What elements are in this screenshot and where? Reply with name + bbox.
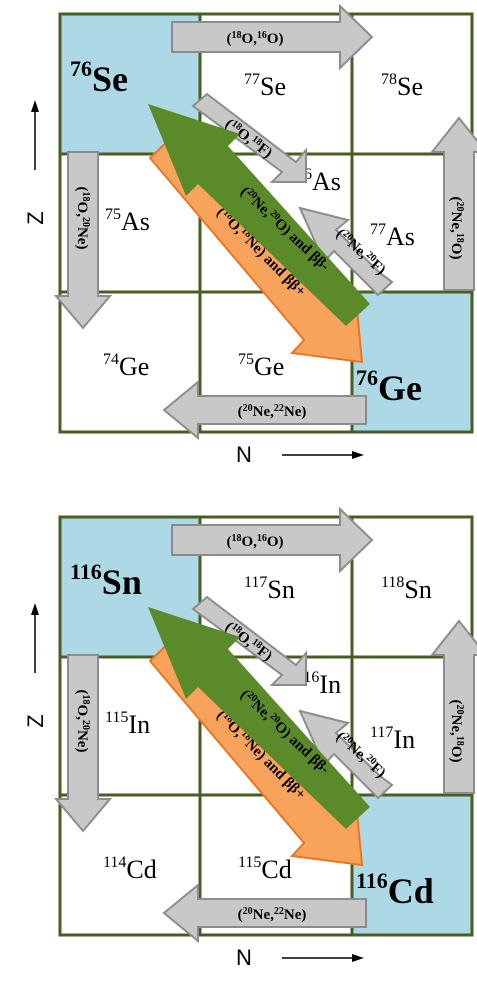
nuclide-r1c0: 115In — [105, 709, 150, 739]
nuclide-r0c0: 116Sn — [70, 559, 142, 602]
nuclide-r0c2: 118Sn — [381, 574, 432, 604]
panel-76se: 76Se 77Se 78Se 75As 76As 77As 74Ge 75Ge … — [0, 0, 477, 480]
svg-text:(18O,16O): (18O,16O) — [226, 533, 283, 551]
arrow-bottom-transfer: (20Ne,22Ne) — [162, 882, 367, 944]
daughter-cell-highlight — [352, 292, 472, 432]
svg-text:(20Ne,18O): (20Ne,18O) — [448, 197, 466, 260]
nuclide-r0c0: 76Se — [70, 56, 128, 99]
svg-text:Z: Z — [23, 714, 48, 727]
z-axis-label: Z — [23, 100, 48, 225]
nuclide-r2c0: 74Ge — [103, 351, 149, 381]
nuclide-r2c2: 116Cd — [356, 868, 434, 911]
arrow-bottom-transfer: (20Ne,22Ne) — [162, 379, 367, 441]
arrow-top-transfer: (18O,16O) — [171, 3, 374, 71]
arrow-top-transfer: (18O,16O) — [171, 506, 374, 574]
arrow-diag-upper: (18O,18F) — [191, 92, 307, 183]
panel-116sn: 116Sn 117Sn 118Sn 115In 116In 117In 114C… — [0, 503, 477, 983]
nuclide-r1c2: 77As — [370, 221, 415, 251]
svg-text:N: N — [236, 945, 252, 970]
arrow-left-transfer: (18O,20Ne) — [53, 151, 113, 330]
nuclide-r1c2: 117In — [370, 724, 415, 754]
arrow-right-transfer: (20Ne,18O) — [429, 116, 477, 291]
nuclide-r0c1: 77Se — [244, 71, 286, 101]
nuclide-r1c0: 75As — [105, 206, 150, 236]
n-axis-label: N — [236, 442, 364, 467]
svg-text:N: N — [236, 442, 252, 467]
svg-text:(18O,16O): (18O,16O) — [226, 30, 283, 48]
daughter-cell-highlight — [352, 795, 472, 935]
svg-text:(20Ne,22Ne): (20Ne,22Ne) — [238, 906, 307, 924]
n-axis-label: N — [236, 945, 364, 970]
svg-text:(18O,20Ne): (18O,20Ne) — [74, 690, 92, 753]
nuclide-r2c0: 114Cd — [103, 854, 157, 884]
svg-text:Z: Z — [23, 211, 48, 224]
nuclide-r2c1: 115Cd — [238, 854, 292, 884]
nuclide-r2c2: 76Ge — [356, 365, 422, 408]
arrow-left-transfer: (18O,20Ne) — [53, 654, 113, 833]
svg-text:(20Ne,22Ne): (20Ne,22Ne) — [238, 403, 307, 421]
svg-text:(18O,20Ne): (18O,20Ne) — [74, 187, 92, 250]
nuclide-r2c1: 75Ge — [238, 351, 284, 381]
arrow-diag-upper: (18O,18F) — [191, 595, 307, 686]
nuclide-r0c1: 117Sn — [244, 574, 295, 604]
nuclide-r0c2: 78Se — [381, 71, 423, 101]
z-axis-label: Z — [23, 603, 48, 728]
svg-text:(20Ne,18O): (20Ne,18O) — [448, 700, 466, 763]
arrow-right-transfer: (20Ne,18O) — [429, 619, 477, 794]
